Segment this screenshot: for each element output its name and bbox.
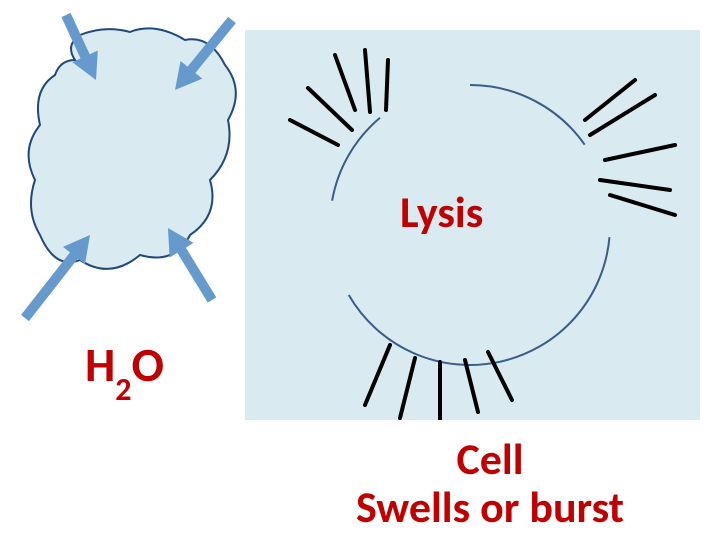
biology-diagram: H2O Lysis Cell Swells or burst (0, 0, 720, 540)
h2o-o: O (132, 335, 164, 394)
h2o-subscript: 2 (115, 370, 131, 409)
h2o-label: H2O (85, 335, 164, 401)
caption-line1: Cell (456, 432, 523, 486)
h2o-h: H (85, 335, 115, 394)
lysis-label: Lysis (400, 185, 483, 239)
swelling-cell (10, 10, 260, 335)
caption-line2: Swells or burst (356, 480, 624, 534)
caption-label: Cell Swells or burst (280, 435, 700, 532)
